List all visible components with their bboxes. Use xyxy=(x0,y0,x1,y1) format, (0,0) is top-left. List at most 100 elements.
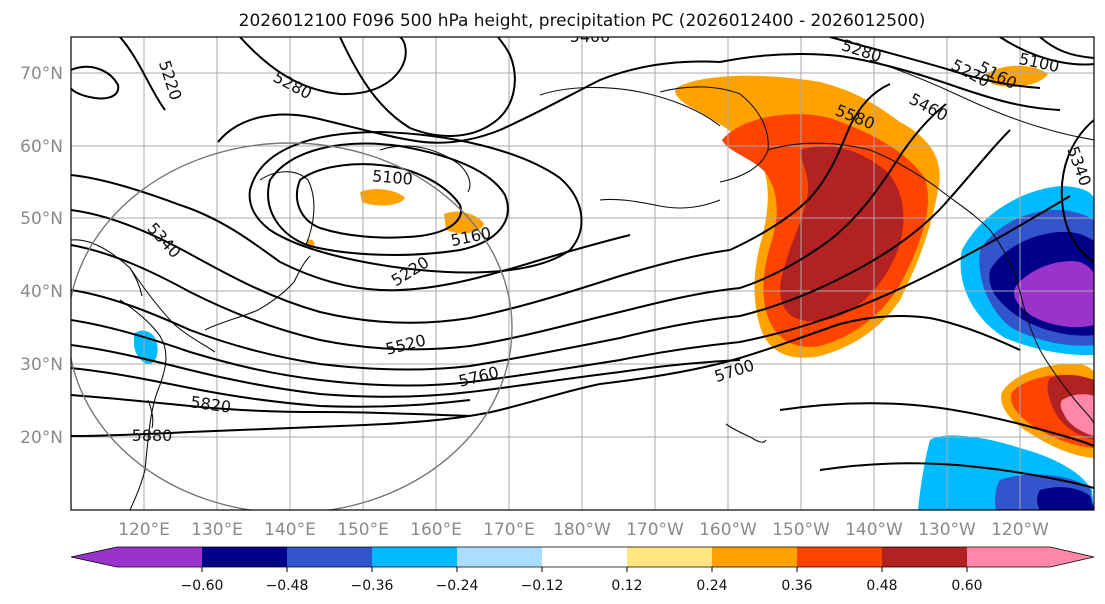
contour-5520-east xyxy=(739,103,947,289)
lon-label-140w: 140°W xyxy=(845,520,903,540)
distance-circle xyxy=(71,142,513,510)
colorbar-swatch xyxy=(712,547,798,567)
colorbar-ticks xyxy=(201,567,968,572)
colorbar-tick-label: −0.24 xyxy=(436,578,479,594)
coast-chukotka xyxy=(539,86,721,127)
colorbar-outline xyxy=(70,546,1095,568)
coast-beaufort xyxy=(869,59,1094,141)
contour-5460 xyxy=(71,244,741,351)
contour-label: 5100 xyxy=(371,166,413,188)
contour-5220-label-seg xyxy=(119,37,166,111)
lon-label-180w: 180°W xyxy=(553,520,611,540)
colorbar-tick-label: 0.36 xyxy=(781,578,812,594)
colorbar-tick-label: −0.60 xyxy=(181,578,224,594)
contour-5340 xyxy=(71,174,631,292)
colorbar-tick-label: 0.24 xyxy=(696,578,727,594)
colorbar-tick-label: 0.12 xyxy=(611,578,642,594)
lon-label-160w: 160°W xyxy=(699,520,757,540)
pc-patch-2 xyxy=(444,211,484,234)
contour-5400-east xyxy=(739,195,1071,343)
contour-5460-east xyxy=(739,129,1011,317)
coast-korea xyxy=(129,267,143,297)
contour-5520 xyxy=(71,289,741,371)
colorbar-swatch xyxy=(287,547,373,567)
colorbar-swatch xyxy=(882,547,968,567)
contour-5220-west xyxy=(71,65,120,100)
coast-alaska-west xyxy=(659,86,769,183)
colorbar-swatch xyxy=(457,547,543,567)
contour-5340-n xyxy=(339,37,516,137)
contour-5400 xyxy=(71,209,731,324)
pc-patch-1 xyxy=(360,189,405,206)
small-positive-patches xyxy=(306,65,1048,247)
pc-shade-sub-pink xyxy=(1060,394,1094,436)
colorbar-tick-label: −0.12 xyxy=(521,578,564,594)
coast-gulf-of-alaska xyxy=(767,142,991,231)
positive-anomaly-subtropical xyxy=(1001,363,1094,458)
precipitation-shading xyxy=(134,65,1094,510)
lon-label-130w: 130°W xyxy=(918,520,976,540)
contour-5700 xyxy=(599,315,1021,385)
contour-label: 5400 xyxy=(570,27,611,46)
pc-shade-darkred xyxy=(780,146,904,322)
coast-aleutians xyxy=(599,198,721,209)
map-panel: 5400 5280 5220 5280 5100 5160 5220 5340 … xyxy=(70,27,1095,511)
figure-title: 2026012100 F096 500 hPa height, precipit… xyxy=(239,11,926,31)
lat-label-40n: 40°N xyxy=(20,282,63,302)
contour-5160-ne xyxy=(999,37,1094,66)
coast-hawaii xyxy=(725,423,767,443)
lon-label-150w: 150°W xyxy=(772,520,830,540)
map-frame xyxy=(70,36,1095,511)
contour-5580-east xyxy=(729,83,891,251)
lat-label-60n: 60°N xyxy=(20,137,63,157)
coast-west-north-america xyxy=(989,229,1094,426)
pc-patch-3 xyxy=(986,65,1048,87)
colorbar-under-arrow xyxy=(71,547,117,567)
contour-5580 xyxy=(71,319,741,387)
colorbar-swatch xyxy=(627,547,713,567)
coast-china xyxy=(119,299,167,510)
lat-label-30n: 30°N xyxy=(20,355,63,375)
contour-5100-low xyxy=(295,163,462,239)
colorbar-over-arrow xyxy=(1050,547,1094,567)
lon-label-150e: 150°E xyxy=(337,520,389,540)
nc-shade-purple xyxy=(1013,261,1094,328)
colorbar-tick-label: −0.48 xyxy=(266,578,309,594)
contour-5220-ne xyxy=(829,37,1041,89)
lon-label-140e: 140°E xyxy=(264,520,316,540)
colorbar: −0.60 −0.48 −0.36 −0.24 −0.12 0.12 0.24 … xyxy=(70,546,1095,594)
coastlines xyxy=(71,59,1094,510)
lon-label-160e: 160°E xyxy=(410,520,462,540)
colorbar-swatch xyxy=(117,547,203,567)
contour-5820 xyxy=(71,394,471,417)
lon-label-130e: 130°E xyxy=(191,520,243,540)
coast-east-asia xyxy=(71,239,216,353)
lon-label-120e: 120°E xyxy=(118,520,170,540)
contour-5880 xyxy=(71,383,601,437)
lat-label-20n: 20°N xyxy=(20,428,63,448)
contour-5220-low xyxy=(248,130,583,274)
contour-label: 5880 xyxy=(132,426,173,445)
colorbar-tick-label: −0.36 xyxy=(351,578,394,594)
colorbar-swatch xyxy=(372,547,458,567)
colorbar-swatch xyxy=(542,547,628,567)
latitude-labels: 70°N 60°N 50°N 40°N 30°N 20°N xyxy=(20,64,63,448)
height-contours xyxy=(71,37,1094,489)
contour-5280-ne xyxy=(719,53,1061,111)
lon-label-120w: 120°W xyxy=(991,520,1049,540)
lon-label-170e: 170°E xyxy=(483,520,535,540)
contour-5760-east xyxy=(779,402,1094,447)
colorbar-swatch xyxy=(797,547,883,567)
contour-5340-east xyxy=(1060,119,1094,263)
lon-label-170w: 170°W xyxy=(626,520,684,540)
negative-anomaly-east-pacific xyxy=(960,186,1094,356)
longitude-labels: 120°E 130°E 140°E 150°E 160°E 170°E 180°… xyxy=(118,520,1049,540)
nc-shade-se-navy xyxy=(1037,487,1094,510)
lat-label-70n: 70°N xyxy=(20,64,63,84)
colorbar-swatch xyxy=(967,547,1050,567)
colorbar-swatch xyxy=(202,547,288,567)
contour-5100-ne xyxy=(1039,37,1094,59)
graticule xyxy=(71,37,1094,510)
contour-5820-east xyxy=(819,462,1094,489)
